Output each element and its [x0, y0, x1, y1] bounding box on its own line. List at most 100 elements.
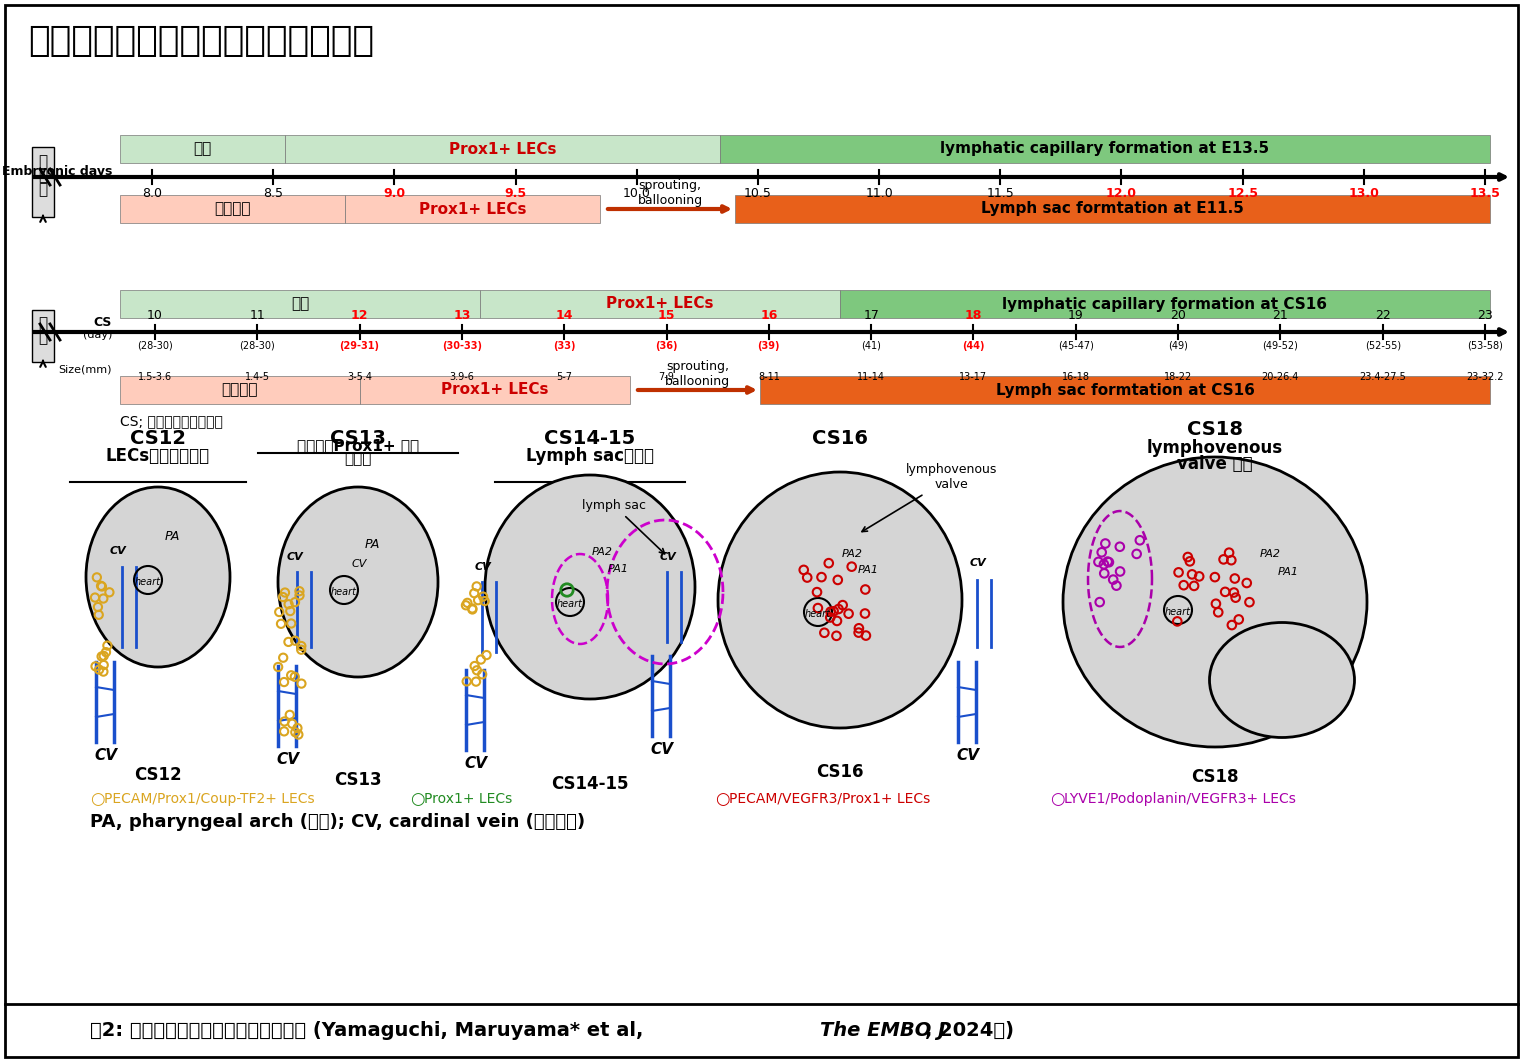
Text: 18: 18 — [964, 309, 982, 322]
Point — [280, 716, 305, 733]
Text: マ: マ — [38, 154, 47, 170]
Text: PA, pharyngeal arch (鴓弓); CV, cardinal vein (総主静脈): PA, pharyngeal arch (鴓弓); CV, cardinal v… — [90, 813, 585, 830]
Point — [1171, 577, 1196, 594]
Point — [289, 637, 314, 654]
Point — [279, 667, 303, 684]
Text: CV: CV — [465, 756, 487, 771]
Bar — [480, 290, 841, 318]
Point — [1182, 578, 1206, 595]
Point — [91, 590, 116, 607]
Point — [1206, 604, 1231, 621]
Text: valve 形成: valve 形成 — [1177, 455, 1253, 473]
Point — [1226, 611, 1250, 628]
Text: CV: CV — [650, 742, 673, 757]
Text: 8-11: 8-11 — [758, 372, 780, 382]
Bar — [285, 135, 720, 162]
Text: 19: 19 — [1068, 309, 1084, 322]
Text: Prox1+ LECs: Prox1+ LECs — [423, 792, 512, 806]
Point — [283, 594, 308, 611]
Text: 鰓弓: 鰓弓 — [291, 296, 309, 311]
Text: 7-9: 7-9 — [658, 372, 675, 382]
Point — [812, 624, 836, 641]
Point — [271, 649, 295, 666]
Text: sprouting,
ballooning: sprouting, ballooning — [666, 360, 730, 388]
Text: (52-55): (52-55) — [1365, 341, 1401, 352]
Text: PA2: PA2 — [591, 547, 612, 556]
Point — [1220, 617, 1244, 634]
Text: ○: ○ — [90, 790, 105, 808]
Point — [554, 582, 579, 599]
Text: CV: CV — [286, 552, 303, 562]
Point — [454, 673, 478, 690]
Point — [816, 554, 841, 571]
Point — [1235, 575, 1260, 592]
Text: 3.9-6: 3.9-6 — [449, 372, 474, 382]
Text: 鰓弓: 鰓弓 — [193, 141, 212, 156]
Point — [289, 641, 314, 658]
Point — [1127, 532, 1151, 549]
Text: (39): (39) — [757, 341, 780, 352]
Text: lymphovenous
valve: lymphovenous valve — [862, 463, 998, 532]
Point — [1176, 549, 1200, 566]
Text: ト: ト — [38, 330, 47, 345]
Point — [806, 600, 830, 617]
Text: (49-52): (49-52) — [1263, 341, 1298, 352]
Bar — [120, 135, 285, 162]
Ellipse shape — [484, 475, 694, 699]
Text: PA: PA — [364, 537, 379, 550]
Point — [97, 584, 122, 601]
Text: CS12: CS12 — [134, 766, 181, 784]
Point — [91, 648, 116, 665]
Text: 22: 22 — [1375, 309, 1390, 322]
Text: 9.0: 9.0 — [384, 187, 405, 200]
Text: ○: ○ — [410, 790, 425, 808]
Ellipse shape — [279, 487, 439, 676]
Point — [836, 605, 860, 622]
Point — [286, 726, 311, 743]
Bar — [720, 135, 1489, 162]
Text: 12: 12 — [350, 309, 369, 322]
Text: heart: heart — [557, 599, 583, 609]
Text: (53-58): (53-58) — [1467, 341, 1503, 352]
Text: heart: heart — [330, 587, 356, 597]
Text: ○: ○ — [714, 790, 730, 808]
Point — [288, 587, 312, 604]
Point — [471, 666, 495, 683]
Point — [285, 720, 309, 737]
Text: が出現: が出現 — [344, 451, 372, 466]
Point — [1177, 553, 1202, 570]
Text: CV: CV — [659, 552, 676, 562]
Text: 13-17: 13-17 — [959, 372, 987, 382]
Text: The EMBO J: The EMBO J — [819, 1021, 946, 1040]
Text: PA2: PA2 — [1260, 549, 1281, 559]
Point — [1180, 566, 1205, 583]
Text: CV: CV — [956, 748, 979, 763]
Bar — [359, 376, 631, 404]
Text: 1.5-3.6: 1.5-3.6 — [139, 372, 172, 382]
Point — [839, 559, 864, 576]
Point — [1203, 595, 1228, 612]
Bar — [120, 376, 359, 404]
Text: CV: CV — [110, 546, 126, 556]
Text: lymphatic capillary formation at CS16: lymphatic capillary formation at CS16 — [1002, 296, 1328, 311]
Bar — [120, 195, 346, 223]
Text: (45-47): (45-47) — [1058, 341, 1094, 352]
Point — [1223, 589, 1247, 606]
Text: PA1: PA1 — [608, 564, 629, 573]
Point — [818, 603, 842, 620]
Point — [91, 656, 116, 673]
Text: lymphovenous: lymphovenous — [1147, 439, 1282, 457]
Text: CS16: CS16 — [812, 429, 868, 448]
Text: heart: heart — [136, 577, 161, 587]
Point — [830, 597, 854, 614]
Point — [267, 603, 291, 620]
Point — [465, 662, 489, 679]
Text: (day): (day) — [82, 330, 113, 340]
Point — [87, 662, 111, 679]
Text: 13.5: 13.5 — [1470, 187, 1500, 200]
Text: (44): (44) — [963, 341, 985, 352]
Point — [853, 581, 877, 598]
Bar — [346, 195, 600, 223]
Text: 13: 13 — [454, 309, 471, 322]
Point — [276, 596, 300, 613]
